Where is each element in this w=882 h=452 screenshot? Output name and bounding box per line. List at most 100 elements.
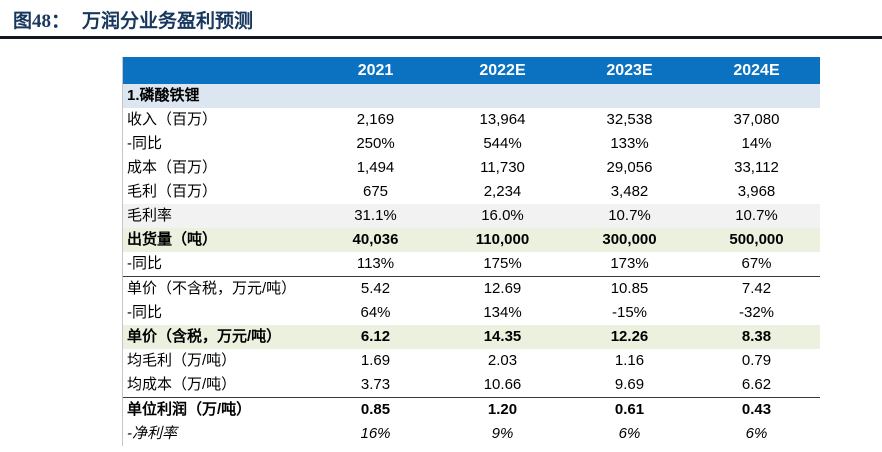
- header-year-2021: 2021: [312, 57, 439, 84]
- header-year-2023e: 2023E: [566, 57, 693, 84]
- row-label-cell: 均毛利（万/吨）: [127, 352, 237, 369]
- value-cell-2023e: 29,056: [606, 159, 653, 176]
- table-row: -净利率 16% 9% 6% 6%: [123, 422, 820, 446]
- value-cell-2023e: 300,000: [566, 228, 693, 252]
- table-row: 毛利率 31.1% 16.0% 10.7% 10.7%: [123, 204, 820, 228]
- value-cell-2021: 16%: [360, 425, 391, 442]
- table-row: 均成本（万/吨） 3.73 10.66 9.69 6.62: [123, 373, 820, 398]
- value-cell-2022e: 12.69: [483, 280, 522, 297]
- row-label-cell: 单价（不含税，万元/吨）: [127, 280, 297, 297]
- value-cell-2021: 675: [362, 183, 389, 200]
- value-cell-2023e: 10.85: [610, 280, 649, 297]
- table-row: 单价（含税，万元/吨） 6.12 14.35 12.26 8.38: [123, 325, 820, 349]
- value-cell-2024e: [693, 84, 820, 108]
- value-cell-2023e: 173%: [566, 252, 693, 277]
- value-cell-2022e: 14.35: [439, 325, 566, 349]
- table-row: -同比 64% 134% -15% -32%: [123, 301, 820, 325]
- title-divider: [0, 36, 882, 39]
- value-cell-2024e: 500,000: [693, 228, 820, 252]
- value-cell-2023e: -15%: [611, 304, 648, 321]
- row-label-cell: -同比: [127, 304, 162, 321]
- value-cell-2023e: 0.61: [566, 397, 693, 422]
- value-cell-2023e: 12.26: [566, 325, 693, 349]
- value-cell-2021: [312, 84, 439, 108]
- header-year-2022e: 2022E: [439, 57, 566, 84]
- value-cell-2023e: 133%: [610, 135, 649, 152]
- row-label-cell: 均成本（万/吨）: [127, 376, 237, 393]
- value-cell-2024e: 6.62: [741, 376, 772, 393]
- value-cell-2022e: 1.20: [439, 397, 566, 422]
- value-cell-2024e: 0.79: [741, 352, 772, 369]
- row-label-cell: 1.磷酸铁锂: [123, 84, 312, 108]
- table-row: 成本（百万） 1,494 11,730 29,056 33,112: [123, 156, 820, 180]
- row-label-cell: -同比: [127, 135, 162, 152]
- value-cell-2021: 6.12: [312, 325, 439, 349]
- header-label-cell: [123, 57, 312, 84]
- row-label-cell: -净利率: [127, 425, 177, 442]
- value-cell-2022e: 11,730: [480, 159, 525, 176]
- value-cell-2021: 2,169: [356, 111, 395, 128]
- value-cell-2022e: 13,964: [479, 111, 526, 128]
- value-cell-2024e: 7.42: [741, 280, 772, 297]
- table-row: -同比 113% 175% 173% 67%: [123, 252, 820, 277]
- value-cell-2023e: 3,482: [610, 183, 649, 200]
- value-cell-2023e: 10.7%: [566, 204, 693, 228]
- table-body: 1.磷酸铁锂 收入（百万） 2,169 13,964 32,538 37,080…: [123, 84, 820, 446]
- value-cell-2021: 250%: [356, 135, 395, 152]
- value-cell-2022e: 110,000: [439, 228, 566, 252]
- table-row: 单价（不含税，万元/吨） 5.42 12.69 10.85 7.42: [123, 277, 820, 302]
- value-cell-2022e: 175%: [439, 252, 566, 277]
- value-cell-2021: 113%: [312, 252, 439, 277]
- value-cell-2024e: 33,112: [734, 159, 779, 176]
- value-cell-2021: 3.73: [360, 376, 391, 393]
- forecast-table: 2021 2022E 2023E 2024E 1.磷酸铁锂 收入（百万） 2,1…: [123, 57, 820, 446]
- value-cell-2023e: 32,538: [606, 111, 653, 128]
- value-cell-2024e: 10.7%: [693, 204, 820, 228]
- value-cell-2021: 0.85: [312, 397, 439, 422]
- value-cell-2024e: 67%: [693, 252, 820, 277]
- table-row: 收入（百万） 2,169 13,964 32,538 37,080: [123, 108, 820, 132]
- value-cell-2021: 31.1%: [312, 204, 439, 228]
- value-cell-2022e: 2.03: [487, 352, 518, 369]
- value-cell-2022e: 2,234: [483, 183, 522, 200]
- figure-title-text: 万润分业务盈利预测: [82, 11, 254, 32]
- table-row: 1.磷酸铁锂: [123, 84, 820, 108]
- value-cell-2023e: 6%: [618, 425, 641, 442]
- table-row: 出货量（吨） 40,036 110,000 300,000 500,000: [123, 228, 820, 252]
- value-cell-2023e: [566, 84, 693, 108]
- value-cell-2024e: -32%: [738, 304, 775, 321]
- value-cell-2024e: 8.38: [693, 325, 820, 349]
- figure-number: 图48：: [13, 11, 71, 32]
- row-label-cell: 毛利率: [123, 204, 312, 228]
- row-label-cell: 单位利润（万/吨）: [123, 397, 312, 422]
- value-cell-2022e: [439, 84, 566, 108]
- value-cell-2024e: 14%: [741, 135, 772, 152]
- value-cell-2021: 64%: [360, 304, 391, 321]
- value-cell-2021: 5.42: [360, 280, 391, 297]
- row-label-cell: 单价（含税，万元/吨）: [123, 325, 312, 349]
- value-cell-2023e: 9.69: [614, 376, 645, 393]
- row-label-cell: 成本（百万）: [127, 159, 218, 176]
- value-cell-2021: 1,494: [356, 159, 395, 176]
- table-header-row: 2021 2022E 2023E 2024E: [123, 57, 820, 84]
- value-cell-2021: 1.69: [360, 352, 391, 369]
- value-cell-2021: 40,036: [312, 228, 439, 252]
- value-cell-2022e: 544%: [483, 135, 522, 152]
- value-cell-2022e: 9%: [491, 425, 514, 442]
- forecast-table-container: 2021 2022E 2023E 2024E 1.磷酸铁锂 收入（百万） 2,1…: [122, 57, 820, 446]
- value-cell-2024e: 37,080: [733, 111, 780, 128]
- value-cell-2022e: 134%: [483, 304, 522, 321]
- row-label-cell: 毛利（百万）: [127, 183, 218, 200]
- row-label-cell: 收入（百万）: [127, 111, 218, 128]
- header-year-2024e: 2024E: [693, 57, 820, 84]
- value-cell-2024e: 3,968: [737, 183, 776, 200]
- value-cell-2022e: 16.0%: [439, 204, 566, 228]
- value-cell-2023e: 1.16: [614, 352, 645, 369]
- table-row: -同比 250% 544% 133% 14%: [123, 132, 820, 156]
- row-label-cell: 出货量（吨）: [123, 228, 312, 252]
- value-cell-2022e: 10.66: [483, 376, 522, 393]
- value-cell-2024e: 6%: [745, 425, 768, 442]
- table-row: 毛利（百万） 675 2,234 3,482 3,968: [123, 180, 820, 204]
- table-row: 均毛利（万/吨） 1.69 2.03 1.16 0.79: [123, 349, 820, 373]
